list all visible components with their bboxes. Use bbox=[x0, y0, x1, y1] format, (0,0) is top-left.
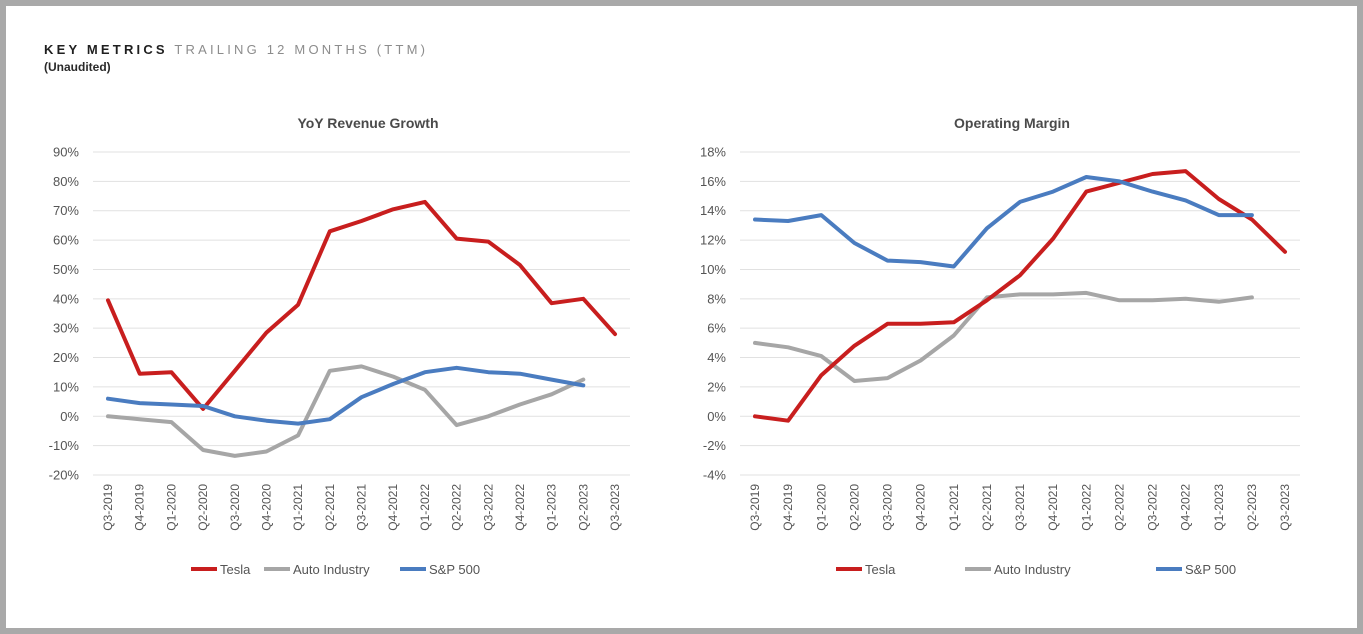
x-tick-label: Q3-2019 bbox=[748, 484, 762, 531]
x-tick-label: Q2-2020 bbox=[847, 484, 861, 531]
x-tick-label: Q2-2021 bbox=[323, 484, 337, 531]
x-tick-label: Q2-2023 bbox=[576, 484, 590, 531]
x-tick-label: Q4-2019 bbox=[781, 484, 795, 531]
x-tick-label: Q1-2022 bbox=[418, 484, 432, 531]
legend-label-sp-500: S&P 500 bbox=[1185, 562, 1236, 577]
x-tick-label: Q3-2022 bbox=[1146, 484, 1160, 531]
x-tick-label: Q4-2019 bbox=[133, 484, 147, 531]
series-line-tesla bbox=[753, 169, 1287, 423]
y-tick-label: -10% bbox=[49, 438, 80, 453]
y-tick-label: 6% bbox=[707, 321, 726, 336]
x-tick-label: Q3-2023 bbox=[608, 484, 622, 531]
y-tick-label: 60% bbox=[53, 233, 79, 248]
y-tick-label: 8% bbox=[707, 291, 726, 306]
y-tick-label: 2% bbox=[707, 379, 726, 394]
header-title: KEY METRICS TRAILING 12 MONTHS (TTM) bbox=[44, 42, 428, 57]
x-tick-label: Q2-2021 bbox=[980, 484, 994, 531]
x-tick-label: Q1-2021 bbox=[291, 484, 305, 531]
chart-title: Operating Margin bbox=[954, 115, 1070, 131]
y-tick-label: 10% bbox=[700, 262, 726, 277]
unaudited-label: (Unaudited) bbox=[44, 60, 111, 74]
series-line-tesla bbox=[106, 199, 617, 411]
y-tick-label: 12% bbox=[700, 233, 726, 248]
x-tick-label: Q4-2021 bbox=[1046, 484, 1060, 531]
x-tick-label: Q1-2021 bbox=[947, 484, 961, 531]
y-tick-label: -2% bbox=[703, 438, 727, 453]
y-tick-label: 4% bbox=[707, 350, 726, 365]
series-line-auto-industry bbox=[106, 364, 586, 458]
legend-label-auto-industry: Auto Industry bbox=[994, 562, 1071, 577]
revenue-growth-chart: YoY Revenue Growth -20% -10% 0% 10% 20% 30% 40%… bbox=[49, 115, 630, 577]
x-tick-label: Q4-2020 bbox=[259, 484, 273, 531]
chart-title: YoY Revenue Growth bbox=[297, 115, 438, 131]
ttm-label: TRAILING 12 MONTHS (TTM) bbox=[174, 42, 429, 57]
x-tick-label: Q3-2021 bbox=[1013, 484, 1027, 531]
y-tick-label: 70% bbox=[53, 203, 79, 218]
x-tick-label: Q2-2023 bbox=[1245, 484, 1259, 531]
x-tick-label: Q4-2021 bbox=[386, 484, 400, 531]
x-tick-label: Q1-2020 bbox=[164, 484, 178, 531]
y-tick-label: 80% bbox=[53, 174, 79, 189]
x-tick-label: Q3-2020 bbox=[881, 484, 895, 531]
y-tick-label: 40% bbox=[53, 291, 79, 306]
x-tick-label: Q2-2022 bbox=[1112, 484, 1126, 531]
legend-label-tesla: Tesla bbox=[865, 562, 896, 577]
report-header: KEY METRICS TRAILING 12 MONTHS (TTM) (Un… bbox=[44, 42, 428, 74]
y-tick-label: 10% bbox=[53, 379, 79, 394]
y-tick-label: -4% bbox=[703, 468, 727, 483]
y-tick-label: 0% bbox=[707, 409, 726, 424]
y-tick-label: 90% bbox=[53, 145, 79, 160]
x-tick-label: Q3-2022 bbox=[481, 484, 495, 531]
y-tick-label: 20% bbox=[53, 350, 79, 365]
x-tick-label: Q3-2021 bbox=[355, 484, 369, 531]
x-tick-label: Q3-2019 bbox=[101, 484, 115, 531]
y-tick-label: -20% bbox=[49, 468, 80, 483]
key-metrics-label: KEY METRICS bbox=[44, 42, 168, 57]
y-tick-label: 16% bbox=[700, 174, 726, 189]
x-tick-label: Q1-2023 bbox=[545, 484, 559, 531]
legend-label-auto-industry: Auto Industry bbox=[293, 562, 370, 577]
y-tick-label: 18% bbox=[700, 145, 726, 160]
x-tick-label: Q1-2022 bbox=[1079, 484, 1093, 531]
y-tick-label: 50% bbox=[53, 262, 79, 277]
x-tick-label: Q2-2022 bbox=[450, 484, 464, 531]
x-tick-label: Q1-2020 bbox=[814, 484, 828, 531]
operating-margin-chart: Operating Margin -4% -2% 0% 2% 4% 6% 8% 10% 12% 14… bbox=[700, 115, 1300, 577]
x-tick-label: Q4-2020 bbox=[914, 484, 928, 531]
series-line-sp-500 bbox=[753, 175, 1254, 269]
y-tick-label: 0% bbox=[60, 409, 79, 424]
y-tick-label: 30% bbox=[53, 321, 79, 336]
x-tick-label: Q3-2023 bbox=[1278, 484, 1292, 531]
y-tick-label: 14% bbox=[700, 203, 726, 218]
x-tick-label: Q3-2020 bbox=[228, 484, 242, 531]
x-tick-label: Q1-2023 bbox=[1212, 484, 1226, 531]
x-tick-label: Q4-2022 bbox=[513, 484, 527, 531]
x-tick-label: Q2-2020 bbox=[196, 484, 210, 531]
x-tick-label: Q4-2022 bbox=[1179, 484, 1193, 531]
legend-label-sp-500: S&P 500 bbox=[429, 562, 480, 577]
series-line-auto-industry bbox=[753, 290, 1254, 383]
legend-label-tesla: Tesla bbox=[220, 562, 251, 577]
series-line-sp-500 bbox=[106, 365, 586, 426]
